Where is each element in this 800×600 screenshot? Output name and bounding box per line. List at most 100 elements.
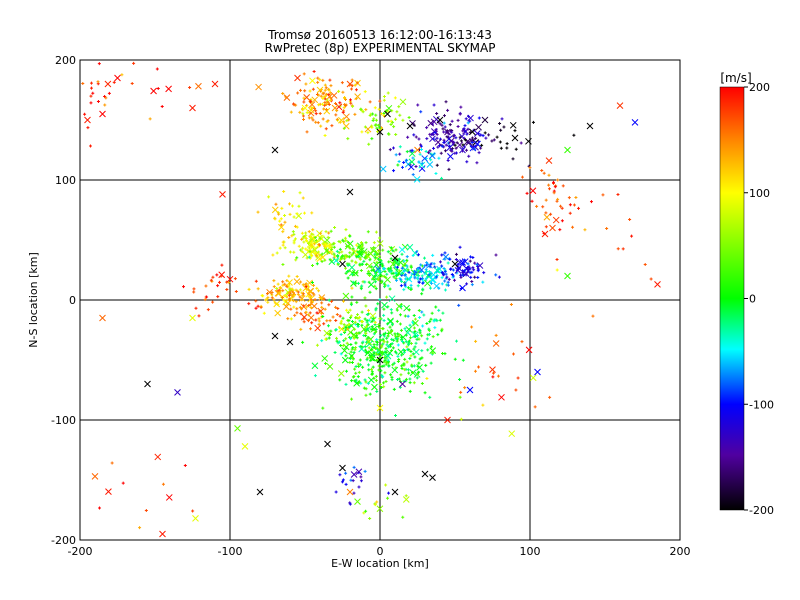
- data-point: [192, 290, 196, 294]
- data-point: [302, 100, 306, 104]
- data-cross: [350, 471, 358, 478]
- data-point: [370, 325, 374, 329]
- data-point: [561, 184, 565, 188]
- data-cross: [344, 242, 352, 250]
- data-point: [405, 345, 409, 349]
- data-point: [392, 361, 396, 365]
- data-point: [363, 345, 367, 349]
- data-cross: [552, 216, 560, 224]
- data-point: [353, 348, 357, 352]
- data-cross: [454, 266, 462, 274]
- data-point: [477, 151, 481, 155]
- data-point: [382, 360, 386, 364]
- data-point: [314, 254, 318, 258]
- data-point: [309, 327, 313, 331]
- data-point: [378, 326, 382, 330]
- data-point: [384, 350, 388, 354]
- data-point: [256, 210, 260, 214]
- data-point: [418, 357, 422, 361]
- data-cross: [492, 340, 500, 347]
- data-cross: [189, 104, 196, 112]
- data-point: [421, 288, 425, 292]
- data-point: [342, 299, 346, 303]
- data-point: [341, 478, 345, 482]
- data-point: [331, 315, 335, 319]
- data-point: [412, 269, 416, 273]
- data-point: [317, 103, 321, 107]
- data-point: [416, 274, 420, 278]
- data-point: [407, 116, 411, 120]
- data-point: [316, 239, 320, 243]
- data-cross: [481, 116, 489, 124]
- data-point: [443, 288, 447, 292]
- data-point: [343, 104, 347, 108]
- data-point: [417, 280, 421, 284]
- data-point: [301, 294, 305, 298]
- data-point: [571, 225, 575, 229]
- data-point: [366, 131, 370, 135]
- data-point: [271, 253, 275, 257]
- data-point: [469, 275, 473, 279]
- data-cross: [406, 122, 414, 130]
- data-point: [350, 379, 354, 383]
- data-point: [542, 171, 546, 175]
- data-point: [91, 91, 95, 95]
- data-point: [447, 144, 451, 148]
- data-point: [315, 262, 319, 266]
- data-point: [400, 367, 404, 371]
- data-point: [291, 230, 295, 234]
- data-point: [404, 377, 408, 381]
- data-point: [345, 369, 349, 373]
- data-point: [299, 88, 303, 92]
- data-point: [354, 371, 358, 375]
- data-point: [336, 307, 340, 311]
- y-tick-label: 0: [69, 294, 76, 307]
- data-point: [321, 406, 325, 410]
- data-cross: [408, 158, 416, 166]
- data-point: [404, 340, 408, 344]
- data-point: [387, 491, 391, 495]
- data-point: [412, 272, 416, 276]
- data-point: [381, 381, 385, 385]
- data-point: [295, 225, 299, 229]
- data-point: [437, 308, 441, 312]
- data-point: [315, 311, 319, 315]
- data-cross: [476, 262, 484, 269]
- data-point: [530, 199, 534, 203]
- data-point: [470, 325, 474, 329]
- data-point: [572, 133, 576, 137]
- data-point: [377, 123, 381, 127]
- data-point: [375, 126, 379, 130]
- data-point: [301, 112, 305, 116]
- data-point: [365, 319, 369, 323]
- data-point: [474, 339, 478, 343]
- data-point: [459, 390, 463, 394]
- data-point: [350, 361, 354, 365]
- data-point: [300, 291, 304, 295]
- data-point: [441, 311, 445, 315]
- data-point: [352, 336, 356, 340]
- data-point: [313, 236, 317, 240]
- data-point: [295, 311, 299, 315]
- data-point: [458, 395, 462, 399]
- data-cross: [430, 118, 438, 126]
- data-point: [390, 375, 394, 379]
- data-point: [413, 335, 417, 339]
- data-point: [380, 264, 384, 268]
- data-point: [419, 147, 423, 151]
- data-point: [443, 149, 447, 153]
- data-point: [313, 251, 317, 255]
- data-point: [130, 81, 134, 85]
- data-point: [415, 376, 419, 380]
- data-point: [341, 344, 345, 348]
- data-point: [415, 250, 419, 254]
- data-point: [380, 373, 384, 377]
- data-point: [375, 338, 379, 342]
- data-point: [315, 286, 319, 290]
- data-point: [396, 163, 400, 167]
- data-point: [227, 281, 231, 285]
- data-cross: [165, 85, 172, 93]
- data-point: [383, 331, 387, 335]
- data-point: [448, 257, 452, 261]
- data-point: [333, 254, 337, 258]
